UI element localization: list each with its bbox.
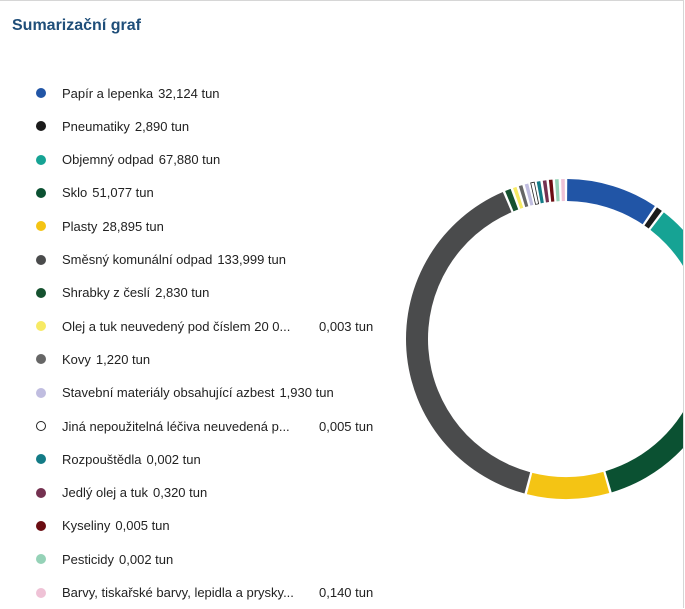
legend-value: 1,220 tun — [95, 351, 151, 367]
legend-swatch — [36, 221, 46, 232]
pie-slice[interactable] — [530, 181, 540, 205]
legend-swatch — [36, 321, 46, 332]
legend-label: Pneumatiky — [62, 118, 130, 134]
pie-slice[interactable] — [536, 181, 544, 204]
legend-item[interactable]: Stavební materiály obsahující azbest 1,93… — [36, 383, 334, 403]
legend-swatch — [36, 88, 46, 98]
legend-value: 32,124 tun — [158, 85, 220, 101]
legend-value: 0,140 tun — [319, 585, 374, 600]
legend-value: 67,880 tun — [158, 152, 221, 168]
legend-item[interactable]: Plasty 28,895 tun — [36, 216, 164, 236]
legend-value: 0,003 tun — [319, 318, 374, 334]
legend-value: 1,930 tun — [279, 385, 334, 401]
legend-swatch — [36, 121, 46, 132]
legend-label: Pesticidy — [62, 551, 115, 567]
legend-value: 2,830 tun — [155, 285, 210, 301]
legend-value: 28,895 tun — [102, 218, 164, 234]
legend-label: Sklo — [62, 185, 88, 201]
pie-slice[interactable] — [524, 183, 534, 206]
legend-swatch — [36, 287, 46, 298]
legend-item[interactable]: Papír a lepenka 32,124 tun — [36, 83, 220, 103]
pie-slice[interactable] — [512, 186, 524, 209]
legend-swatch — [36, 587, 46, 598]
legend-label: Rozpouštědla — [62, 451, 142, 467]
chart-title: Sumarizační graf — [12, 17, 141, 34]
legend-value: 2,890 tun — [134, 118, 190, 134]
pie-slice[interactable] — [406, 192, 531, 494]
legend-swatch — [36, 520, 46, 531]
legend-item[interactable]: Sklo 51,077 tun — [36, 183, 154, 203]
legend-swatch — [36, 454, 46, 465]
legend-value: 0,002 tun — [119, 551, 174, 567]
legend-label: Plasty — [62, 218, 98, 234]
legend-item[interactable]: Objemný odpad 67,880 tun — [36, 150, 220, 170]
legend-item[interactable]: Pesticidy 0,002 tun — [36, 549, 173, 569]
legend-label: Stavební materiály obsahující azbest — [62, 385, 275, 401]
pie-slice[interactable] — [650, 212, 683, 391]
legend-value: 0,320 tun — [153, 485, 208, 501]
legend-item[interactable]: Jiná nepoužitelná léčiva neuvedená p... 0… — [36, 416, 373, 436]
legend-label: Směsný komunální odpad — [62, 252, 213, 267]
legend-label: Papír a lepenka — [62, 85, 154, 101]
legend-value: 0,005 tun — [115, 518, 170, 534]
pie-slice[interactable] — [605, 386, 683, 493]
legend-item[interactable]: Barvy, tiskařské barvy, lepidla a prysky… — [36, 583, 373, 603]
legend-item[interactable]: Kyseliny 0,005 tun — [36, 516, 170, 536]
legend-label: Jedlý olej a tuk — [62, 485, 148, 501]
legend-item[interactable]: Pneumatiky 2,890 tun — [36, 116, 189, 136]
legend-item[interactable]: Shrabky z česlí 2,830 tun — [36, 283, 209, 303]
legend-swatch — [36, 254, 46, 265]
legend-item[interactable]: Směsný komunální odpad 133,999 tun — [36, 250, 286, 270]
pie-slice[interactable] — [567, 179, 655, 225]
legend-label: Kyseliny — [62, 518, 111, 534]
pie-slice[interactable] — [548, 179, 555, 202]
pie-slice[interactable] — [542, 180, 550, 203]
legend-swatch — [36, 354, 46, 365]
legend-label: Shrabky z česlí — [62, 285, 151, 301]
pie-slice[interactable] — [561, 179, 565, 202]
legend-item[interactable]: Olej a tuk neuvedený pod číslem 20 0... 0… — [36, 316, 373, 336]
legend-swatch — [36, 554, 46, 565]
legend-value: 0,002 tun — [146, 451, 201, 467]
pie-slice[interactable] — [554, 179, 560, 202]
legend-item[interactable]: Rozpouštědla 0,002 tun — [36, 449, 201, 469]
legend-item[interactable]: Jedlý olej a tuk 0,320 tun — [36, 483, 207, 503]
legend-label: Kovy — [62, 351, 91, 367]
legend-value: 51,077 tun — [92, 185, 154, 201]
legend-value: 0,005 tun — [319, 418, 374, 434]
legend-swatch — [36, 387, 46, 398]
legend-swatch — [36, 154, 46, 165]
legend-item[interactable]: Kovy 1,220 tun — [36, 349, 150, 369]
legend-value: 133,999 tun — [217, 252, 286, 267]
legend-swatch — [36, 421, 46, 431]
legend-swatch — [36, 487, 46, 498]
pie-slice[interactable] — [518, 185, 529, 208]
pie-slice[interactable] — [505, 188, 519, 212]
legend-label: Objemný odpad — [62, 152, 154, 168]
pie-slice[interactable] — [644, 207, 662, 229]
pie-slice[interactable] — [526, 471, 610, 499]
legend-swatch — [36, 187, 46, 198]
